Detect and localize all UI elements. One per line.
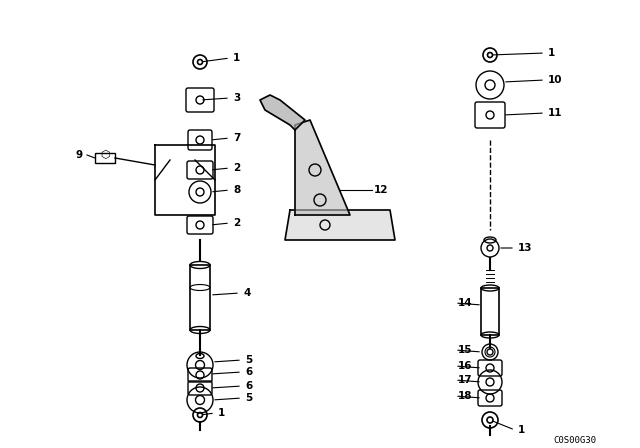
Text: 7: 7: [233, 133, 241, 143]
Text: 1: 1: [233, 53, 240, 63]
Text: 15: 15: [458, 345, 472, 355]
Text: 18: 18: [458, 391, 472, 401]
Text: 2: 2: [233, 218, 240, 228]
Text: 11: 11: [548, 108, 563, 118]
Polygon shape: [285, 210, 395, 240]
Text: 6: 6: [245, 381, 252, 391]
Text: 2: 2: [233, 163, 240, 173]
Bar: [481, 288, 499, 335]
Text: 17: 17: [458, 375, 472, 385]
Text: ⬡: ⬡: [100, 150, 110, 160]
Text: 1: 1: [548, 48, 556, 58]
Text: 16: 16: [458, 361, 472, 371]
Polygon shape: [295, 120, 350, 215]
Text: 14: 14: [458, 298, 472, 308]
Text: 4: 4: [243, 288, 250, 298]
Text: 13: 13: [518, 243, 532, 253]
Text: 3: 3: [233, 93, 240, 103]
Text: 8: 8: [233, 185, 240, 195]
Text: 9: 9: [75, 150, 82, 160]
Text: 5: 5: [245, 355, 252, 365]
Text: 12: 12: [374, 185, 388, 195]
Bar: [95, 153, 115, 163]
Text: 10: 10: [548, 75, 563, 85]
Text: C0S00G30: C0S00G30: [554, 435, 596, 444]
Text: 6: 6: [245, 367, 252, 377]
Text: 5: 5: [245, 393, 252, 403]
Bar: [190, 265, 210, 330]
Text: 1: 1: [518, 425, 525, 435]
Text: 1: 1: [218, 408, 225, 418]
Polygon shape: [260, 95, 305, 130]
